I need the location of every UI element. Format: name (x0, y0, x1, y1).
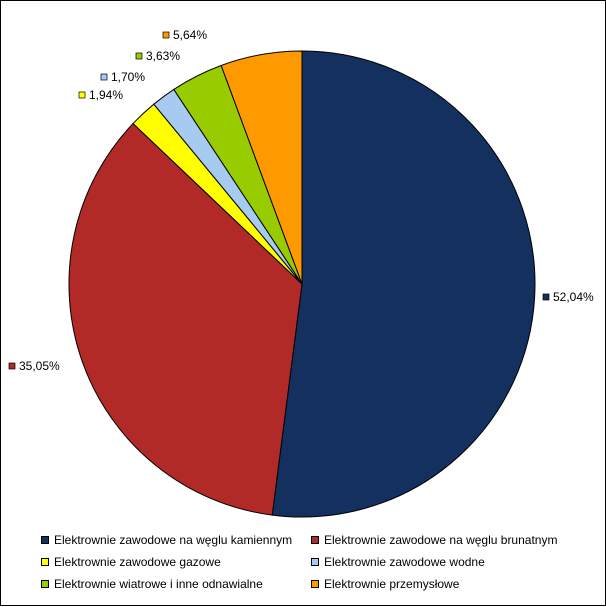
pie-slices (68, 50, 536, 518)
data-label-5: 3,63% (146, 49, 180, 63)
legend-label: Elektrownie zawodowe na węglu brunatnym (324, 533, 558, 547)
legend-swatch (311, 558, 319, 566)
data-label-key-1 (542, 293, 550, 301)
legend-entry-1: Elektrownie zawodowe na węglu kamiennym (41, 533, 311, 547)
pie-slice-6 (220, 50, 303, 285)
legend-entry-3: Elektrownie zawodowe gazowe (41, 555, 311, 569)
legend: Elektrownie zawodowe na węglu kamiennym E… (41, 533, 581, 591)
pie-slice-2 (68, 122, 303, 516)
legend-label: Elektrownie zawodowe wodne (324, 555, 485, 569)
legend-label: Elektrownie zawodowe na węglu kamiennym (54, 533, 293, 547)
pie-data-labels: 52,04% 35,05% 1,94% 1,70%3,63% 5,64% (8, 28, 594, 373)
data-label-2: 35,05% (19, 359, 60, 373)
data-label-6: 5,64% (173, 28, 207, 42)
pie-slice-1 (271, 50, 536, 518)
data-label-key-5 (135, 52, 143, 60)
data-label-key-4 (100, 73, 108, 81)
legend-label: Elektrownie zawodowe gazowe (54, 555, 221, 569)
legend-entry-2: Elektrownie zawodowe na węglu brunatnym (311, 533, 581, 547)
data-label-3: 1,94% (89, 88, 123, 102)
legend-swatch (311, 580, 319, 588)
legend-entry-6: Elektrownie przemysłowe (311, 577, 581, 591)
legend-label: Elektrownie przemysłowe (324, 577, 460, 591)
data-label-4: 1,70% (111, 70, 145, 84)
data-label-1: 52,04% (553, 290, 594, 304)
legend-swatch (41, 536, 49, 544)
legend-entry-5: Elektrownie wiatrowe i inne odnawialne (41, 577, 311, 591)
legend-swatch (311, 536, 319, 544)
legend-label: Elektrownie wiatrowe i inne odnawialne (54, 577, 263, 591)
data-label-key-2 (8, 362, 16, 370)
legend-swatch (41, 558, 49, 566)
data-label-key-6 (162, 31, 170, 39)
data-label-key-3 (78, 91, 86, 99)
legend-entry-4: Elektrownie zawodowe wodne (311, 555, 581, 569)
legend-swatch (41, 580, 49, 588)
